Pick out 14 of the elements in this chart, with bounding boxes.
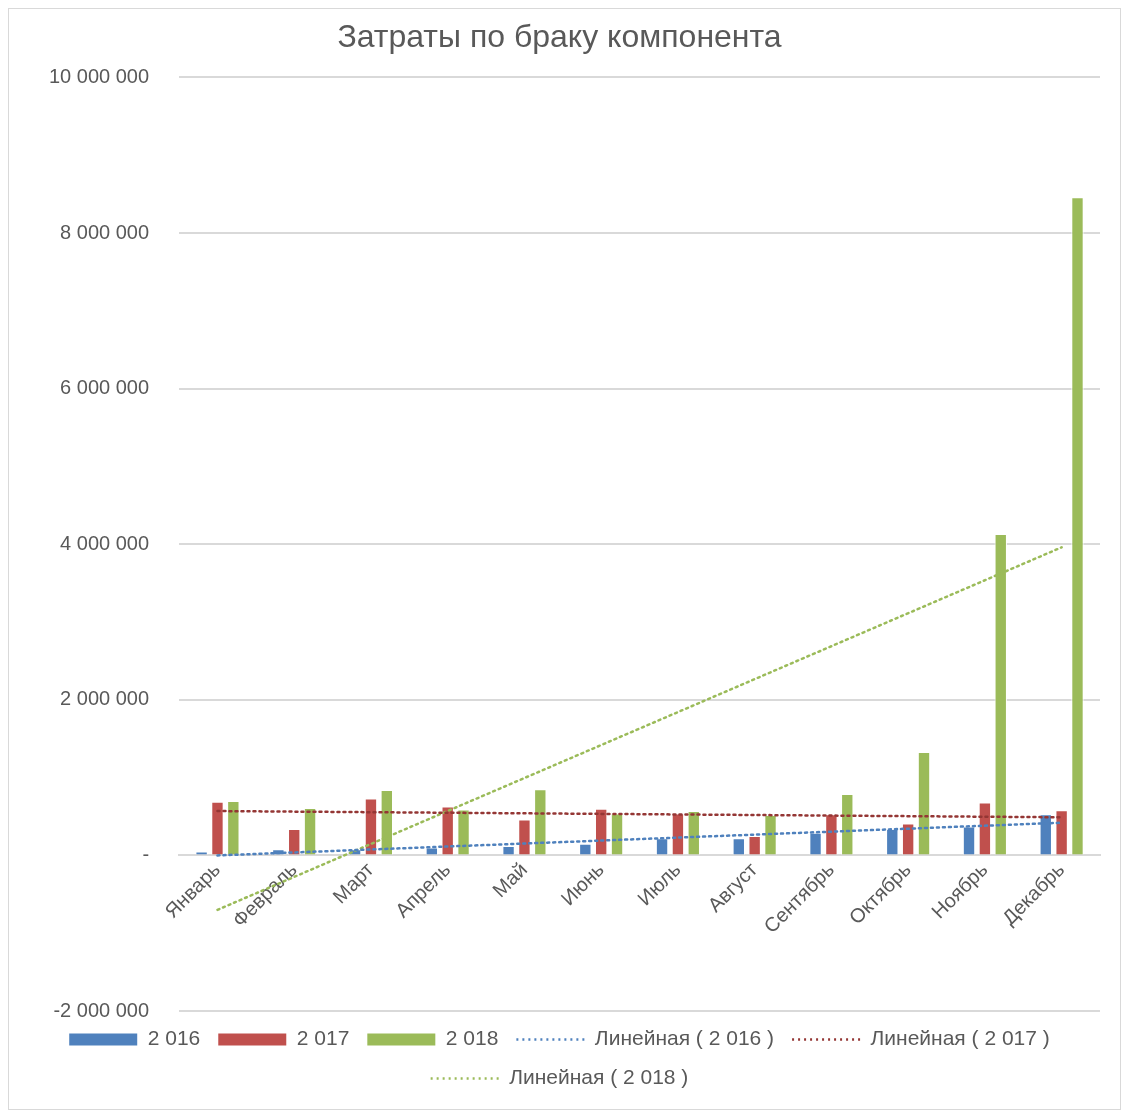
legend-label: 2 017 [296,1026,350,1050]
legend-label: 2 016 [147,1026,201,1050]
legend-label: Линейная ( 2 018 ) [509,1065,689,1089]
y-tick-label: 6 000 000 [60,376,150,399]
y-tick-label: 4 000 000 [60,531,150,554]
y-tick-label: -2 000 000 [53,998,150,1021]
legend-label: Линейная ( 2 017 ) [870,1026,1050,1050]
y-tick-label: 10 000 000 [48,64,150,87]
y-tick-label: 8 000 000 [60,220,150,243]
chart-title: Затраты по браку компонента [337,18,782,55]
legend-label: Линейная ( 2 016 ) [594,1026,775,1050]
legend-label: 2 018 [445,1026,499,1050]
y-tick-label: - [142,842,150,865]
y-tick-label: 2 000 000 [60,687,150,710]
